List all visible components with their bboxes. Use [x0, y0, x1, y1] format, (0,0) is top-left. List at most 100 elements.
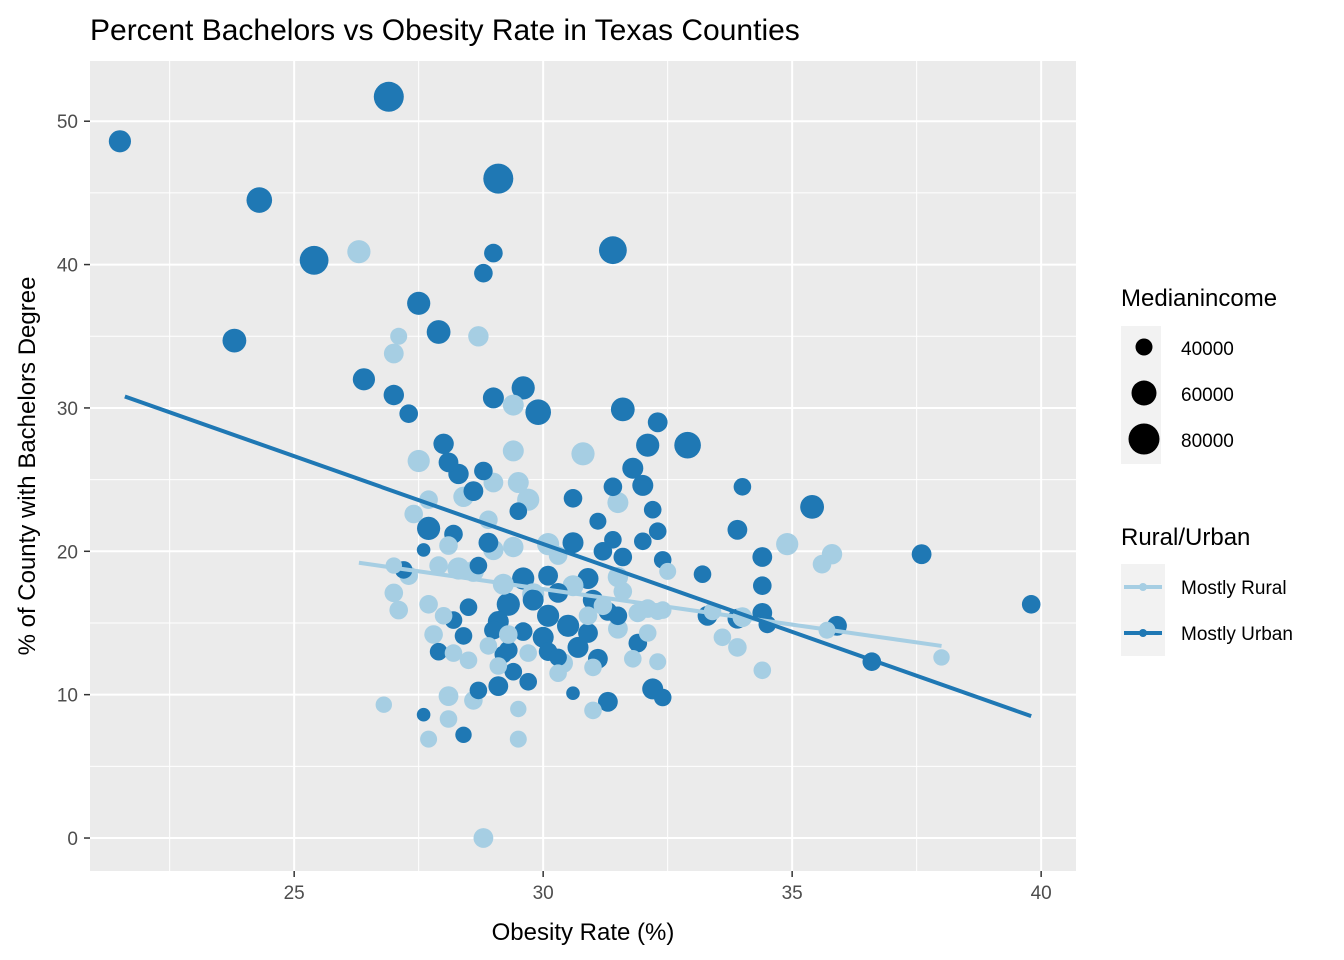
- data-point: [419, 595, 438, 614]
- data-point: [643, 500, 662, 519]
- data-point: [420, 730, 438, 748]
- data-point: [537, 604, 560, 627]
- data-point: [812, 554, 832, 574]
- color-legend-key-bg: [1121, 564, 1165, 656]
- color-legend: Rural/Urban Mostly Rural Mostly Urban: [1121, 524, 1293, 656]
- data-point: [509, 502, 528, 520]
- data-point: [473, 828, 494, 848]
- data-point: [502, 394, 524, 416]
- data-point: [567, 636, 589, 658]
- data-point: [499, 625, 518, 644]
- data-point: [628, 603, 648, 623]
- data-point: [674, 431, 701, 459]
- data-point: [557, 614, 580, 637]
- data-point: [383, 384, 404, 406]
- data-point: [246, 187, 273, 213]
- data-point: [566, 686, 580, 700]
- data-point: [417, 516, 441, 541]
- data-point: [653, 688, 672, 707]
- data-point: [463, 481, 484, 501]
- data-point: [638, 624, 657, 642]
- major-grid: [90, 61, 1076, 871]
- data-point: [608, 618, 628, 639]
- legend-key-mostly-rural-point: [1139, 583, 1147, 591]
- data-point: [416, 707, 431, 722]
- data-point: [444, 644, 463, 662]
- data-point: [454, 627, 473, 645]
- data-point: [510, 700, 527, 718]
- data-point: [519, 644, 537, 662]
- y-axis: 0 10 20 30 40 50: [57, 112, 90, 850]
- data-point: [728, 638, 747, 657]
- data-point: [578, 606, 598, 626]
- data-point: [1021, 595, 1041, 614]
- data-point: [753, 576, 772, 595]
- data-point: [649, 653, 667, 671]
- size-legend-marker-80000: [1128, 423, 1160, 455]
- data-point: [549, 648, 567, 667]
- data-point: [647, 412, 668, 433]
- data-point: [390, 327, 408, 345]
- data-point: [479, 637, 498, 655]
- data-point: [426, 320, 451, 344]
- data-point: [511, 376, 535, 400]
- data-point: [373, 81, 404, 112]
- color-legend-label: Mostly Rural: [1181, 578, 1287, 599]
- data-point: [571, 442, 595, 466]
- data-point: [713, 628, 732, 647]
- data-point: [622, 457, 644, 479]
- data-point: [538, 565, 558, 586]
- data-point: [603, 477, 623, 497]
- x-axis: 25 30 35 40: [284, 871, 1052, 904]
- legend-key-mostly-urban-point: [1139, 629, 1147, 637]
- data-point: [482, 387, 504, 409]
- data-point: [429, 556, 448, 575]
- data-point: [613, 547, 633, 567]
- data-point: [407, 449, 430, 473]
- color-legend-title: Rural/Urban: [1121, 524, 1250, 551]
- data-point: [634, 532, 652, 551]
- data-point: [911, 544, 932, 565]
- data-point: [599, 236, 627, 265]
- data-point: [438, 686, 459, 706]
- x-tick-label: 30: [533, 883, 554, 904]
- data-point: [404, 504, 424, 524]
- size-legend: Medianincome 40000 60000 80000: [1121, 285, 1277, 464]
- data-point: [375, 696, 392, 713]
- data-point: [589, 512, 607, 530]
- data-point: [509, 730, 527, 748]
- data-point: [604, 531, 622, 549]
- y-axis-title: % of County with Bachelors Degree: [14, 277, 41, 656]
- data-point: [610, 397, 635, 422]
- data-point: [416, 543, 431, 557]
- data-point: [433, 433, 454, 454]
- data-point: [733, 478, 752, 496]
- data-point: [519, 673, 537, 691]
- data-point: [593, 596, 613, 616]
- data-point: [399, 404, 419, 424]
- data-point: [299, 245, 329, 275]
- data-point: [108, 130, 131, 153]
- data-point: [434, 607, 453, 625]
- size-legend-marker-60000: [1131, 380, 1157, 406]
- y-tick-label: 40: [57, 256, 78, 277]
- data-point: [727, 519, 748, 540]
- plot-panel: [90, 61, 1076, 871]
- x-axis-title: Obesity Rate (%): [492, 919, 675, 946]
- data-point: [632, 474, 654, 496]
- data-point: [578, 623, 598, 643]
- data-point: [352, 368, 375, 391]
- size-legend-label: 60000: [1181, 385, 1234, 406]
- data-point: [693, 565, 712, 583]
- data-point: [389, 600, 409, 620]
- size-legend-label: 80000: [1181, 431, 1234, 452]
- data-point: [648, 522, 667, 540]
- trend-lines: [124, 394, 1032, 719]
- data-point: [584, 701, 602, 720]
- data-point: [522, 589, 544, 611]
- data-point: [496, 592, 520, 616]
- data-point: [469, 556, 488, 575]
- data-point: [636, 433, 660, 457]
- data-point: [469, 681, 488, 700]
